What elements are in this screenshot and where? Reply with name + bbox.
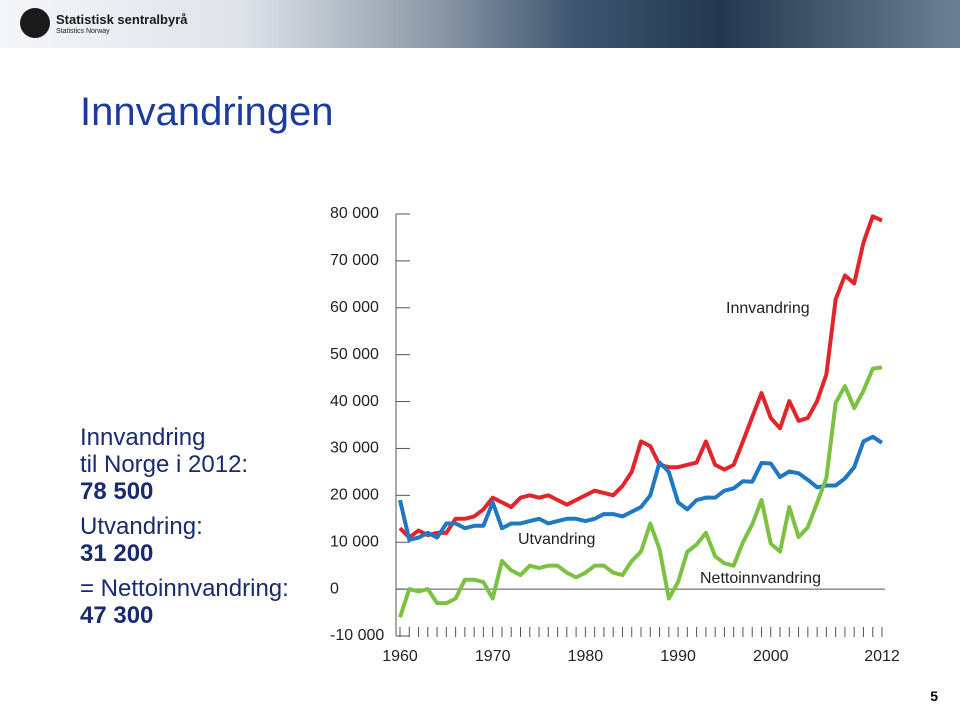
side-text: 47 300 [80,602,154,629]
side-text: Innvandring [80,424,206,451]
y-tick-label: 20 000 [330,487,379,504]
x-tick-label: 1960 [382,648,418,665]
slide-title: Innvandringen [80,90,334,134]
series-line [398,434,884,542]
x-tick-label: 2012 [864,648,900,665]
side-text: til Norge i 2012: [80,451,249,478]
page-number: 5 [930,688,938,704]
y-tick-label: 70 000 [330,252,379,269]
y-tick-label: 0 [330,580,339,597]
banner: Statistisk sentralbyrå Statistics Norway [0,0,960,48]
x-tick-label: 1990 [660,648,696,665]
logo-icon [20,8,50,38]
side-text: 78 500 [80,478,154,505]
y-tick-label: 80 000 [330,205,379,222]
side-text: = Nettoinnvandring: [80,575,289,602]
y-tick-label: -10 000 [330,627,384,644]
y-tick-label: 10 000 [330,533,379,550]
x-tick-label: 2000 [753,648,789,665]
y-tick-label: 50 000 [330,346,379,363]
logo-sub: Statistics Norway [56,28,110,35]
side-text: Utvandring: [80,513,203,540]
sidebar: Innvandring til Norge i 2012: 78 500 Utv… [80,424,289,629]
series-label: Nettoinnvandring [700,570,821,587]
x-tick-label: 1970 [475,648,511,665]
series-label: Utvandring [518,531,595,548]
y-tick-label: 60 000 [330,299,379,316]
series-line [398,365,883,618]
side-text: 31 200 [80,540,154,567]
logo-name: Statistisk sentralbyrå [56,12,188,27]
x-tick-label: 1980 [568,648,604,665]
y-tick-label: 40 000 [330,393,379,410]
y-tick-label: 30 000 [330,440,379,457]
series-label: Innvandring [726,300,810,317]
series-line [398,214,883,540]
